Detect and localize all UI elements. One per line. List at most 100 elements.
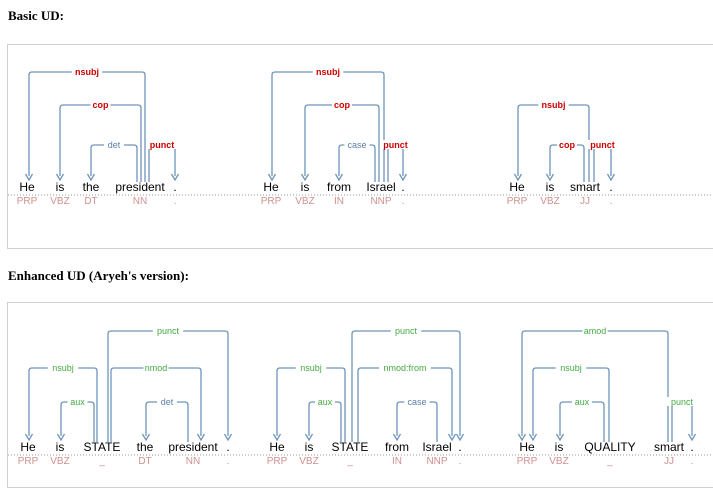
token-pos-tag: _ xyxy=(606,456,613,467)
dependency-arc-case: case xyxy=(334,140,376,182)
arc-label: punct xyxy=(671,397,694,407)
token-pos-tag: VBZ xyxy=(549,456,568,467)
token-pos-tag: _ xyxy=(346,456,353,467)
dependency-arc-punct: punct xyxy=(380,140,411,182)
arc-label: punct xyxy=(150,140,175,150)
token-pos-tag: _ xyxy=(98,456,105,467)
token-pos-tag: JJ xyxy=(580,196,590,207)
token-word: smart xyxy=(570,180,601,194)
token-word: is xyxy=(56,440,65,454)
token-pos-tag: VBZ xyxy=(540,196,559,207)
token-pos-tag: PRP xyxy=(267,456,288,467)
dependency-arc-cop: cop xyxy=(545,140,585,182)
token-word: . xyxy=(609,180,612,194)
token-pos-tag: VBZ xyxy=(50,196,69,207)
arc-label: nsubj xyxy=(300,363,322,373)
dependency-arc-cop: cop xyxy=(300,100,380,182)
token-word: smart xyxy=(654,440,685,454)
token-pos-tag: . xyxy=(402,196,405,207)
arc-label: nsubj xyxy=(52,363,74,373)
dependency-arc-det: det xyxy=(141,397,189,442)
dependency-arc-punct: punct xyxy=(107,326,233,442)
token-pos-tag: DT xyxy=(84,196,97,207)
token-pos-tag: PRP xyxy=(507,196,528,207)
arc-label: case xyxy=(347,140,366,150)
token-word: He xyxy=(263,180,279,194)
token-word: . xyxy=(173,180,176,194)
token-word: the xyxy=(137,440,154,454)
arc-label: nsubj xyxy=(560,363,582,373)
token-word: is xyxy=(546,180,555,194)
token-word: Israel xyxy=(366,180,395,194)
arc-label: cop xyxy=(334,100,351,110)
token-word: from xyxy=(327,180,351,194)
arc-label: nsubj xyxy=(542,100,566,110)
token-pos-tag: IN xyxy=(334,196,344,207)
token-word: . xyxy=(690,440,693,454)
token-pos-tag: . xyxy=(610,196,613,207)
token-pos-tag: . xyxy=(459,456,462,467)
arc-label: aux xyxy=(575,397,590,407)
token-word: is xyxy=(305,440,314,454)
dependency-arc-punct: punct xyxy=(587,140,618,182)
token-pos-tag: . xyxy=(174,196,177,207)
token-word: . xyxy=(401,180,404,194)
token-pos-tag: NNP xyxy=(426,456,447,467)
dependency-arc-nsubj: nsubj xyxy=(513,100,590,182)
token-pos-tag: PRP xyxy=(17,196,38,207)
token-word: He xyxy=(19,180,35,194)
arc-label: nmod:from xyxy=(383,363,426,373)
token-pos-tag: NNP xyxy=(370,196,391,207)
enhanced-ud-title: Enhanced UD (Aryeh's version): xyxy=(8,268,189,283)
dependency-arc-nsubj: nsubj xyxy=(24,67,146,182)
arc-label: punct xyxy=(383,140,408,150)
token-pos-tag: JJ xyxy=(664,456,674,467)
dependency-arc-nsubj: nsubj xyxy=(267,67,385,182)
arc-label: det xyxy=(161,397,174,407)
arc-label: aux xyxy=(318,397,333,407)
token-word: . xyxy=(458,440,461,454)
dependency-arc-nsubj: nsubj xyxy=(24,363,98,442)
arc-label: punct xyxy=(590,140,615,150)
dependency-arc-nmod: nmod xyxy=(110,363,206,442)
dependency-arc-det: det xyxy=(86,140,138,182)
dependency-arc-aux: aux xyxy=(56,397,95,442)
token-word: . xyxy=(226,440,229,454)
token-pos-tag: PRP xyxy=(261,196,282,207)
token-pos-tag: . xyxy=(227,456,230,467)
token-word: He xyxy=(519,440,535,454)
token-word: is xyxy=(56,180,65,194)
token-word: He xyxy=(20,440,36,454)
dependency-arc-case: case xyxy=(392,397,438,442)
dependency-arc-amod: amod xyxy=(517,326,669,442)
token-pos-tag: . xyxy=(691,456,694,467)
dependency-arc-punct: punct xyxy=(666,397,698,442)
arc-label: amod xyxy=(584,326,607,336)
dependency-arc-aux: aux xyxy=(304,397,342,442)
token-word: is xyxy=(301,180,310,194)
token-pos-tag: PRP xyxy=(18,456,39,467)
token-pos-tag: IN xyxy=(392,456,402,467)
token-pos-tag: NN xyxy=(186,456,200,467)
arc-label: aux xyxy=(70,397,85,407)
token-word: He xyxy=(509,180,525,194)
arc-label: cop xyxy=(559,140,576,150)
dependency-arc-punct: punct xyxy=(146,140,180,182)
dependency-arc-cop: cop xyxy=(55,100,142,182)
dependency-arc-punct: punct xyxy=(351,326,465,442)
token-pos-tag: VBZ xyxy=(299,456,318,467)
arc-label: nsubj xyxy=(75,67,99,77)
dependency-arc-nsubj: nsubj xyxy=(272,363,346,442)
token-pos-tag: NN xyxy=(133,196,147,207)
token-word: STATE xyxy=(332,440,369,454)
token-pos-tag: DT xyxy=(138,456,151,467)
token-word: Israel xyxy=(422,440,451,454)
token-word: from xyxy=(385,440,409,454)
dependency-arc-aux: aux xyxy=(555,397,605,442)
arc-label: punct xyxy=(395,326,418,336)
dependency-arc-nsubj: nsubj xyxy=(528,363,610,442)
token-pos-tag: VBZ xyxy=(295,196,314,207)
token-word: the xyxy=(83,180,100,194)
token-word: is xyxy=(555,440,564,454)
